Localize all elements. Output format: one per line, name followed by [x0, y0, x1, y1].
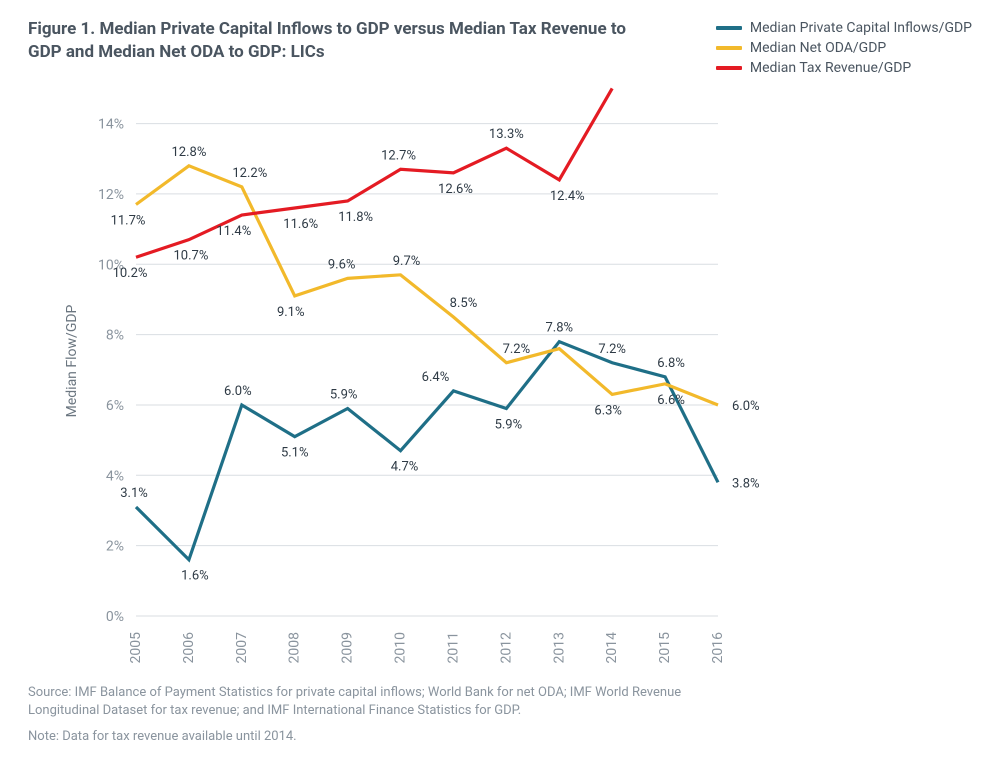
svg-text:2008: 2008	[287, 632, 303, 664]
svg-text:4%: 4%	[106, 468, 124, 484]
legend-label: Median Tax Revenue/GDP	[750, 60, 911, 76]
legend-item: Median Net ODA/GDP	[716, 40, 972, 56]
svg-text:7.2%: 7.2%	[598, 342, 626, 357]
header-row: Figure 1. Median Private Capital Inflows…	[28, 18, 972, 76]
chart-title: Figure 1. Median Private Capital Inflows…	[28, 18, 628, 64]
svg-text:2010: 2010	[393, 632, 409, 664]
chart-container: Figure 1. Median Private Capital Inflows…	[0, 0, 1000, 777]
svg-text:9.7%: 9.7%	[393, 254, 421, 269]
svg-text:2011: 2011	[445, 632, 461, 663]
svg-text:5.9%: 5.9%	[330, 387, 358, 402]
legend-item: Median Tax Revenue/GDP	[716, 60, 972, 76]
chart-svg: 0%2%4%6%8%10%12%14%200520062007200820092…	[28, 86, 968, 676]
svg-text:1.6%: 1.6%	[181, 569, 209, 584]
svg-text:10.2%: 10.2%	[113, 266, 148, 281]
svg-text:2%: 2%	[106, 539, 124, 555]
svg-text:5.1%: 5.1%	[281, 446, 309, 461]
svg-text:6.0%: 6.0%	[224, 384, 252, 399]
svg-text:3.8%: 3.8%	[732, 476, 760, 491]
svg-text:2012: 2012	[498, 632, 514, 664]
chart-plot-area: 0%2%4%6%8%10%12%14%200520062007200820092…	[28, 86, 968, 676]
svg-text:3.1%: 3.1%	[120, 486, 148, 501]
svg-text:0%: 0%	[106, 609, 124, 625]
svg-text:5.9%: 5.9%	[495, 417, 523, 432]
svg-text:2007: 2007	[234, 632, 250, 664]
svg-text:10.7%: 10.7%	[173, 249, 208, 264]
svg-text:9.1%: 9.1%	[277, 305, 305, 320]
svg-text:12.6%: 12.6%	[438, 182, 473, 197]
svg-text:6.4%: 6.4%	[422, 370, 450, 385]
svg-text:11.4%: 11.4%	[216, 224, 251, 239]
svg-text:12%: 12%	[98, 187, 124, 203]
svg-text:11.6%: 11.6%	[283, 217, 318, 232]
svg-text:Median Flow/GDP: Median Flow/GDP	[64, 304, 80, 417]
svg-text:11.8%: 11.8%	[338, 210, 373, 225]
svg-text:11.7%: 11.7%	[111, 213, 146, 228]
legend-label: Median Private Capital Inflows/GDP	[750, 20, 972, 36]
svg-text:6.8%: 6.8%	[657, 356, 685, 371]
legend-item: Median Private Capital Inflows/GDP	[716, 20, 972, 36]
svg-text:14%: 14%	[98, 117, 124, 133]
svg-text:6.0%: 6.0%	[732, 399, 760, 414]
svg-text:2005: 2005	[128, 632, 144, 664]
svg-text:2006: 2006	[181, 632, 197, 664]
svg-text:6.6%: 6.6%	[657, 393, 685, 408]
legend-swatch	[716, 26, 742, 30]
svg-text:2014: 2014	[604, 632, 620, 664]
footnote-source: Source: IMF Balance of Payment Statistic…	[28, 684, 708, 720]
svg-text:2016: 2016	[710, 632, 726, 664]
svg-text:7.8%: 7.8%	[545, 321, 573, 336]
svg-text:7.2%: 7.2%	[503, 342, 531, 357]
legend: Median Private Capital Inflows/GDP Median…	[716, 20, 972, 76]
svg-text:2013: 2013	[551, 632, 567, 663]
svg-text:4.7%: 4.7%	[391, 460, 419, 475]
svg-text:6.3%: 6.3%	[594, 403, 622, 418]
svg-text:12.4%: 12.4%	[550, 189, 585, 204]
legend-label: Median Net ODA/GDP	[750, 40, 886, 56]
svg-text:2009: 2009	[340, 632, 356, 663]
svg-text:8%: 8%	[106, 328, 124, 344]
svg-text:12.8%: 12.8%	[171, 145, 206, 160]
svg-text:9.6%: 9.6%	[328, 257, 356, 272]
svg-text:6%: 6%	[106, 398, 124, 414]
legend-swatch	[716, 66, 742, 70]
svg-text:2015: 2015	[657, 632, 673, 664]
svg-text:13.3%: 13.3%	[489, 127, 524, 142]
footnote-note: Note: Data for tax revenue available unt…	[28, 728, 708, 746]
svg-text:12.2%: 12.2%	[232, 166, 267, 181]
legend-swatch	[716, 46, 742, 50]
svg-text:12.7%: 12.7%	[381, 148, 416, 163]
svg-text:8.5%: 8.5%	[450, 296, 478, 311]
